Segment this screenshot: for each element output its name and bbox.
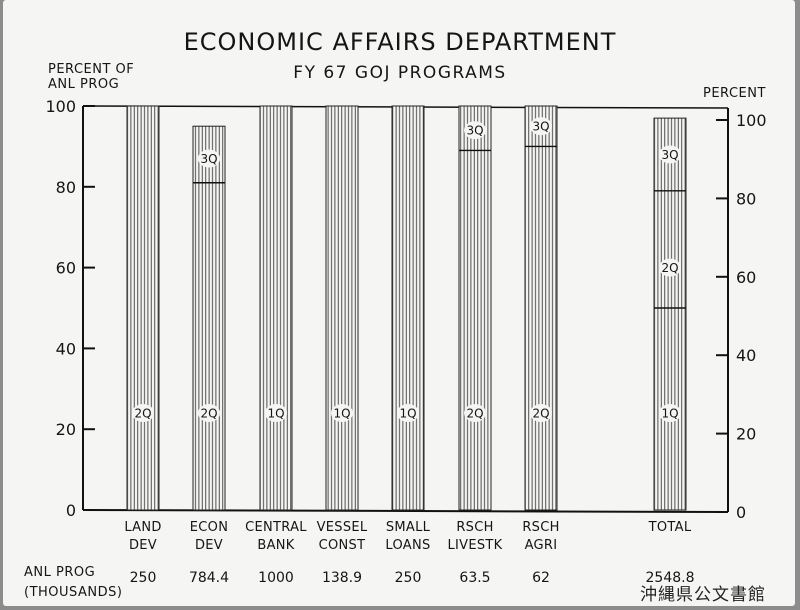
category-label-line1: CENTRAL xyxy=(245,520,307,535)
quarter-label: 2Q xyxy=(466,407,483,421)
y-tick-label-left: 40 xyxy=(56,339,76,358)
quarter-label: 2Q xyxy=(532,407,549,421)
quarter-label: 3Q xyxy=(661,148,678,162)
quarter-label: 3Q xyxy=(466,124,483,138)
quarter-label: 1Q xyxy=(333,407,350,421)
quarter-label-bg xyxy=(464,404,486,423)
y-tick-label-left: 0 xyxy=(66,501,76,520)
y-tick-label-right: 60 xyxy=(736,268,756,287)
y-tick-label-right: 100 xyxy=(736,111,767,130)
quarter-label-bg xyxy=(659,145,681,164)
category-label-line1: RSCH xyxy=(456,520,493,535)
quarter-label-bg xyxy=(198,149,220,168)
archive-stamp: 沖縄県公文書館 xyxy=(640,585,766,605)
category-label-line1: VESSEL xyxy=(317,520,368,535)
quarter-label-bg xyxy=(397,404,419,423)
quarter-label-bg xyxy=(659,404,681,423)
chart-subtitle: FY 67 GOJ PROGRAMS xyxy=(293,63,507,83)
quarter-label-bg xyxy=(265,404,287,423)
y-tick-label-left: 20 xyxy=(56,420,76,439)
bar xyxy=(458,105,492,511)
anl-prog-value: 138.9 xyxy=(322,570,362,586)
bar xyxy=(653,117,687,511)
quarter-label-bg xyxy=(530,117,552,136)
y-tick-label-right: 20 xyxy=(736,425,756,444)
quarter-label: 1Q xyxy=(267,407,284,421)
category-label-line2: DEV xyxy=(129,538,157,553)
quarter-label: 2Q xyxy=(134,407,151,421)
y-tick-label-left: 60 xyxy=(56,259,76,278)
category-label-line1: LAND xyxy=(124,520,161,535)
quarter-label: 1Q xyxy=(399,407,416,421)
bar xyxy=(192,125,226,511)
quarter-label-bg xyxy=(198,404,220,423)
y-tick-label-right: 0 xyxy=(736,503,746,522)
anl-prog-value: 62 xyxy=(532,570,550,586)
anl-prog-value: 250 xyxy=(395,570,422,586)
y-tick-label-right: 40 xyxy=(736,346,756,365)
quarter-label-bg xyxy=(530,404,552,423)
y-tick-label-right: 80 xyxy=(736,189,756,208)
anl-prog-value: 2548.8 xyxy=(646,570,695,586)
bar xyxy=(259,105,293,511)
y-tick-label-left: 100 xyxy=(45,97,76,116)
category-label-line2: LOANS xyxy=(385,538,430,553)
bar xyxy=(524,105,558,511)
category-label-line2: LIVESTK xyxy=(447,538,502,553)
category-label-line1: ECON xyxy=(190,520,228,535)
y-tick-label-left: 80 xyxy=(56,178,76,197)
category-label-line1: SMALL xyxy=(386,520,431,535)
category-label-line2: DEV xyxy=(195,538,223,553)
x-axis-line xyxy=(82,509,729,513)
category-label-line2: AGRI xyxy=(525,538,558,553)
y-axis-label-left: PERCENT OF ANL PROG xyxy=(48,62,135,92)
bar xyxy=(126,105,160,511)
quarter-label: 1Q xyxy=(661,407,678,421)
anl-prog-value: 1000 xyxy=(258,570,294,586)
category-label-line2: BANK xyxy=(257,538,294,553)
quarter-label: 3Q xyxy=(532,120,549,134)
anl-prog-value: 784.4 xyxy=(189,570,229,586)
bar xyxy=(325,105,359,511)
anl-prog-value: 63.5 xyxy=(459,570,490,586)
anl-prog-row-label: ANL PROG (THOUSANDS) xyxy=(24,565,123,600)
quarter-label: 2Q xyxy=(661,261,678,275)
category-label-line2: CONST xyxy=(319,538,366,553)
quarter-label-bg xyxy=(132,404,154,423)
quarter-label-bg xyxy=(464,121,486,140)
y-axis-label-right: PERCENT xyxy=(703,86,766,101)
quarter-label: 3Q xyxy=(200,152,217,166)
bar xyxy=(391,105,425,511)
quarter-label-bg xyxy=(331,404,353,423)
category-label-line1: TOTAL xyxy=(648,520,692,535)
quarter-label-bg xyxy=(659,258,681,277)
category-label-line1: RSCH xyxy=(522,520,559,535)
anl-prog-value: 250 xyxy=(130,570,157,586)
quarter-label: 2Q xyxy=(200,407,217,421)
chart-title: ECONOMIC AFFAIRS DEPARTMENT xyxy=(183,28,617,56)
